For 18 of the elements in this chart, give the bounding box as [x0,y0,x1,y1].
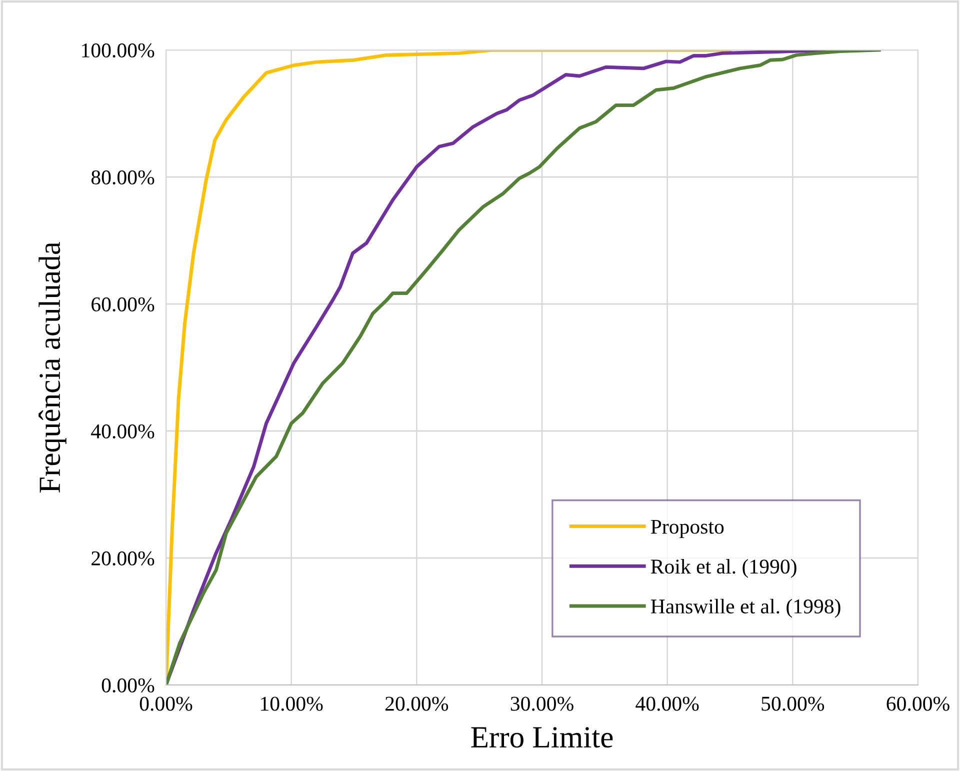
y-tick-label: 40.00% [91,424,154,439]
x-tick-label: 0.00% [140,696,192,711]
y-tick-label: 60.00% [92,297,154,312]
x-tick-label: 30.00% [510,696,574,711]
y-tick-label: 100.00% [82,43,154,58]
y-tick-label: 20.00% [92,551,154,566]
x-tick-label: 60.00% [886,696,950,711]
x-axis-title: Erro Limite [471,727,613,748]
legend-label: Roik et al. (1990) [650,558,796,578]
legend-label: Hanswille et al. (1998) [650,598,840,618]
legend-label: Proposto [650,520,724,538]
y-axis-title: Frequência aculuada [38,242,66,493]
y-tick-label: 80.00% [91,170,154,185]
x-tick-label: 10.00% [261,696,323,711]
x-tick-label: 20.00% [385,696,448,711]
x-tick-label: 40.00% [636,696,699,711]
x-tick-label: 50.00% [762,696,824,711]
y-tick-label: 0.00% [102,678,154,693]
